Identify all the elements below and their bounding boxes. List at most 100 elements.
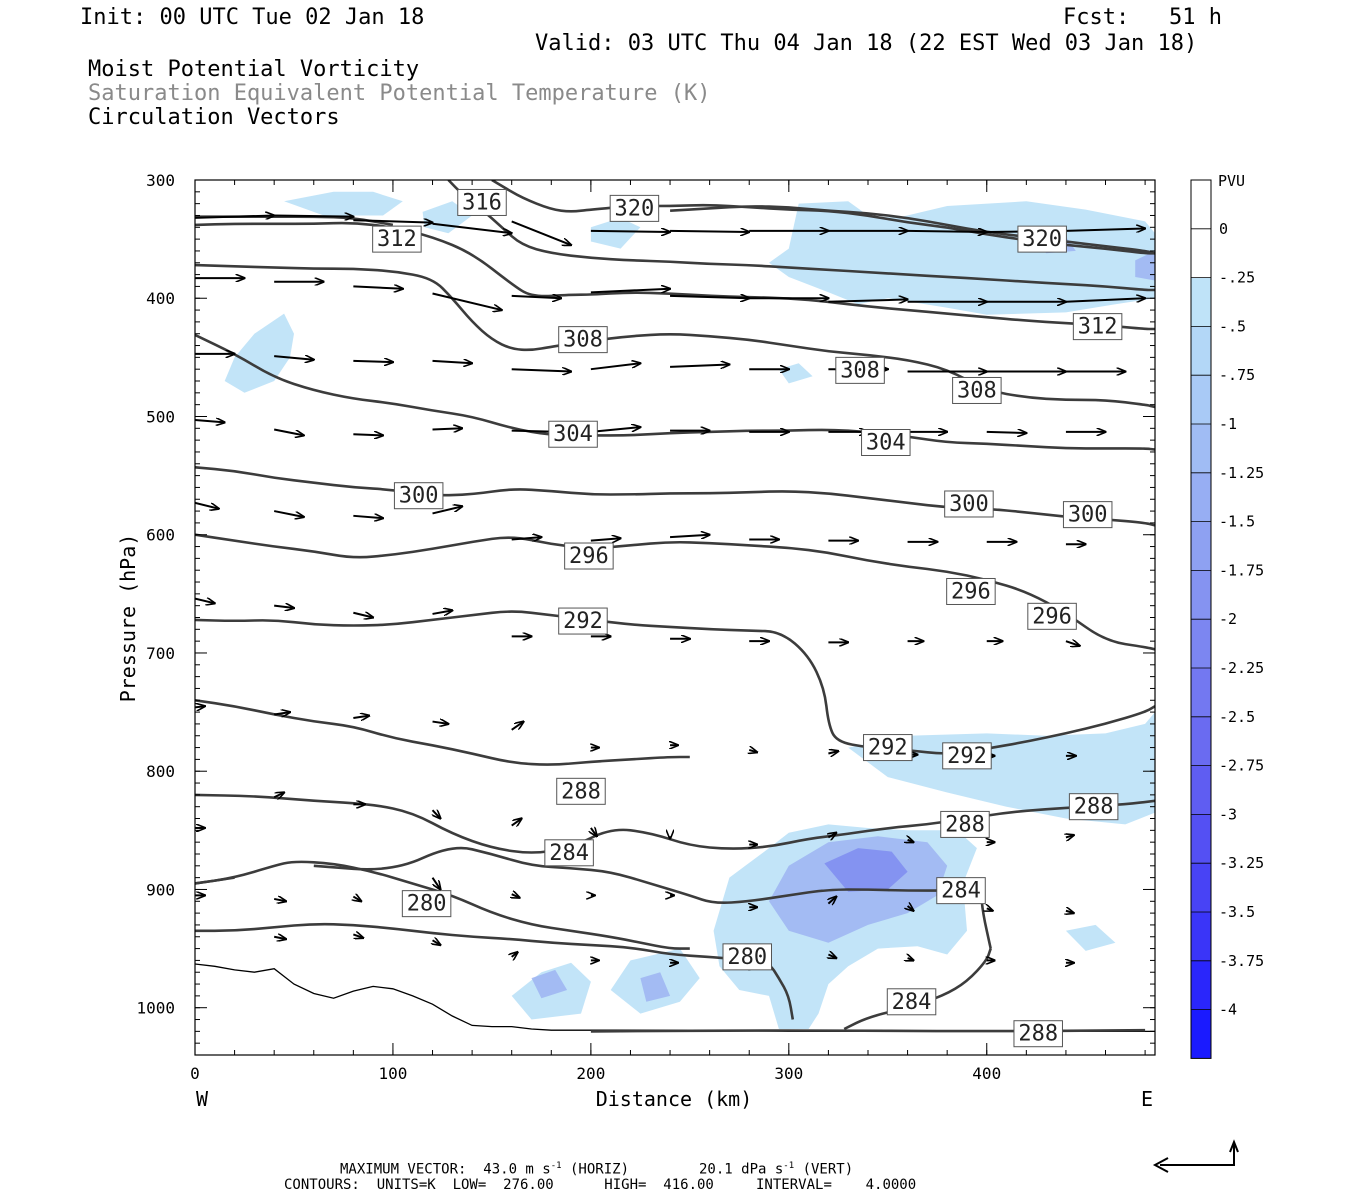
- circulation-vector: [195, 501, 219, 509]
- circulation-vector: [908, 906, 914, 911]
- circulation-vector: [353, 434, 383, 435]
- colorbar-label: -3.25: [1219, 854, 1264, 872]
- pv-region-light: [778, 363, 813, 384]
- circulation-vector: [986, 432, 1027, 433]
- contour-label-box: [946, 577, 996, 605]
- contour-label: 296: [569, 544, 609, 569]
- pv-region-mid: [1135, 250, 1155, 281]
- circulation-vector: [1065, 298, 1145, 303]
- colorbar-label: -.5: [1219, 317, 1246, 335]
- contour-label-box: [1027, 602, 1077, 630]
- colorbar-swatch: [1191, 668, 1211, 717]
- colorbar-label: -2.25: [1219, 659, 1264, 677]
- y-axis-title: Pressure (hPa): [116, 534, 140, 703]
- contour-label-box: [558, 607, 608, 635]
- contour-label: 304: [866, 431, 906, 456]
- contour-label: 300: [1068, 503, 1108, 528]
- contour-label-box: [1062, 501, 1113, 529]
- forecast-hour: Fcst: 51 h: [1063, 5, 1222, 30]
- contour-label-box: [544, 839, 594, 867]
- contour-label: 288: [1018, 1022, 1058, 1047]
- circulation-vector: [670, 231, 749, 232]
- contour-label-box: [835, 356, 885, 384]
- theta-contour-292: [195, 610, 1155, 755]
- contour-label: 284: [892, 990, 932, 1015]
- colorbar-swatch: [1191, 228, 1211, 278]
- theta-contour-288: [195, 793, 1155, 854]
- contour-label: 296: [951, 579, 991, 604]
- field-title-vectors: Circulation Vectors: [88, 105, 340, 130]
- pv-region-light: [284, 191, 403, 216]
- circulation-vector: [828, 299, 907, 301]
- circulation-vector: [670, 364, 729, 366]
- contour-label: 312: [1078, 315, 1118, 340]
- contours-note: CONTOURS: UNITS=K LOW= 276.00 HIGH= 416.…: [284, 1177, 917, 1193]
- colorbar-swatch: [1191, 472, 1211, 522]
- circulation-vector: [987, 908, 993, 910]
- circulation-vector: [195, 215, 274, 217]
- circulation-vector: [511, 537, 542, 539]
- circulation-vector: [1066, 911, 1074, 913]
- circulation-vector: [273, 793, 284, 798]
- circulation-vector: [908, 958, 914, 960]
- colorbar-swatch: [1191, 277, 1211, 327]
- colorbar-swatch: [1191, 180, 1211, 229]
- circulation-vector: [432, 428, 463, 429]
- circulation-vector: [511, 220, 571, 245]
- circulation-vector: [432, 292, 502, 311]
- contour-label-box: [609, 194, 660, 222]
- circulation-vector: [591, 828, 597, 836]
- unit-sup: -1: [550, 1161, 562, 1171]
- contour-label: 308: [957, 378, 997, 403]
- x-tick-label: 200: [576, 1064, 605, 1083]
- contour-label: 288: [945, 812, 985, 837]
- contour-label-box: [861, 429, 911, 456]
- pv-region-light: [590, 217, 641, 249]
- colorbar-label: -4: [1219, 1001, 1237, 1019]
- colorbar-label: -3.75: [1219, 952, 1264, 970]
- contour-label: 284: [549, 841, 589, 866]
- contour-label: 304: [553, 422, 593, 447]
- circulation-vector: [353, 613, 373, 618]
- circulation-vector: [353, 361, 393, 362]
- x-tick-label: 400: [972, 1064, 1001, 1083]
- horiz-text: (HORIZ): [561, 1161, 629, 1178]
- circulation-vector: [908, 840, 914, 842]
- theta-contour-284: [195, 860, 690, 950]
- pv-region-mid: [531, 969, 568, 999]
- contour-label-box: [393, 482, 444, 510]
- circulation-vector: [1065, 228, 1145, 230]
- contour-label: 316: [462, 190, 502, 215]
- theta-contour-304: [195, 333, 1155, 451]
- circulation-vector: [828, 897, 836, 904]
- pv-region-light: [224, 313, 294, 393]
- circulation-vector: [433, 940, 441, 945]
- circulation-vector: [828, 833, 836, 838]
- unit-sup-2: -1: [783, 1161, 795, 1171]
- colorbar-label: -.75: [1219, 366, 1255, 384]
- circulation-vector: [273, 899, 286, 901]
- y-tick-label: 300: [146, 171, 175, 190]
- colorbar-swatch: [1191, 570, 1211, 620]
- contour-label-box: [863, 734, 913, 762]
- contour-label-box: [944, 490, 994, 518]
- pv-region-light: [1065, 924, 1116, 951]
- pv-shading: [224, 191, 1155, 1029]
- field-title-pv: Moist Potential Vorticity: [88, 57, 420, 82]
- x-tick-label: 300: [774, 1064, 803, 1083]
- colorbar-swatch: [1191, 1009, 1211, 1059]
- circulation-vector: [1065, 641, 1080, 646]
- y-tick-label: 700: [146, 644, 175, 663]
- circulation-vector: [670, 296, 749, 298]
- circulation-vector: [274, 356, 314, 360]
- contour-label-box: [952, 376, 1002, 404]
- contour-label-box: [548, 420, 598, 448]
- colorbar-unit: PVU: [1218, 172, 1245, 190]
- circulation-vector: [273, 510, 304, 517]
- colorbar-swatch: [1191, 960, 1211, 1010]
- y-tick-label: 500: [146, 407, 175, 426]
- x-tick-label: 100: [378, 1064, 407, 1083]
- circulation-vector: [511, 722, 524, 731]
- circulation-vector: [273, 428, 304, 435]
